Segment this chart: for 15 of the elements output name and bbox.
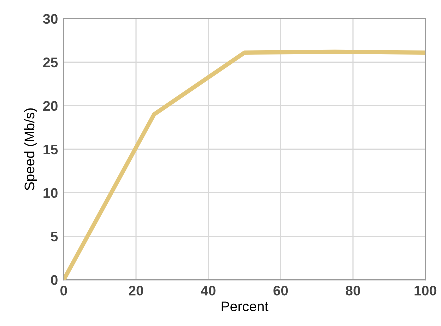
y-tick-label: 20	[43, 101, 58, 112]
y-tick-label: 30	[43, 14, 58, 24]
x-tick-label: 80	[346, 286, 360, 296]
y-tick-label: 0	[51, 275, 58, 286]
y-axis-title: Speed (Mb/s)	[24, 108, 38, 191]
y-tick-label: 5	[51, 232, 58, 242]
y-tick-label: 25	[43, 58, 58, 68]
x-tick-label: 0	[60, 286, 68, 296]
x-axis-title: Percent	[222, 302, 269, 312]
x-tick-label: 100	[414, 286, 437, 296]
x-tick-label: 60	[274, 286, 288, 296]
x-tick-label: 40	[201, 286, 216, 296]
y-tick-label: 15	[44, 144, 58, 155]
x-tick-label: 20	[129, 286, 144, 296]
y-tick-label: 10	[44, 188, 58, 198]
